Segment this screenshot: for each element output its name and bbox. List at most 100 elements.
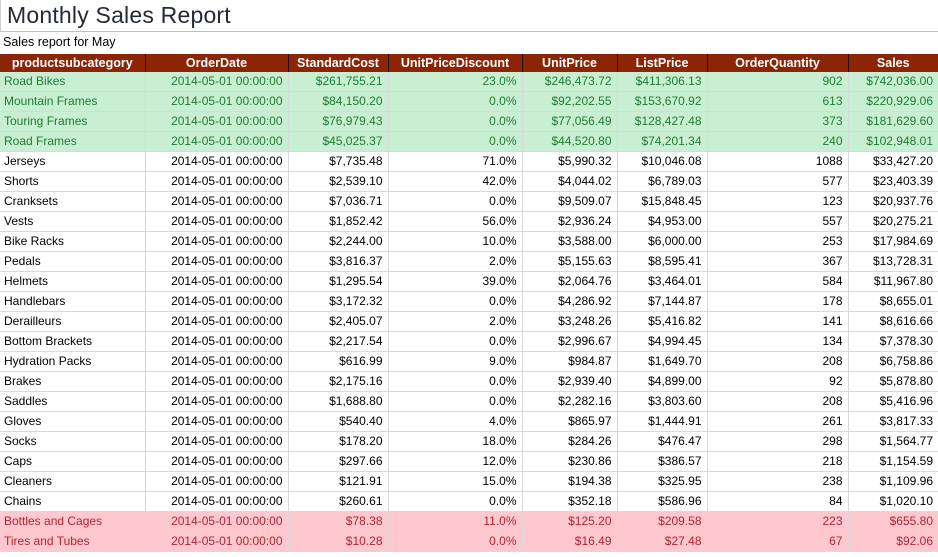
- cell-orderdate[interactable]: 2014-05-01 00:00:00: [145, 371, 289, 392]
- cell-sales[interactable]: $20,937.76: [848, 191, 938, 212]
- cell-orderquantity[interactable]: 1088: [707, 151, 849, 172]
- cell-listprice[interactable]: $1,444.91: [617, 411, 708, 432]
- cell-standardcost[interactable]: $3,816.37: [288, 251, 389, 272]
- cell-sales[interactable]: $20,275.21: [848, 211, 938, 232]
- cell-productsubcategory[interactable]: Pedals: [0, 251, 146, 272]
- cell-standardcost[interactable]: $78.38: [288, 511, 389, 532]
- cell-unitprice[interactable]: $4,044.02: [522, 171, 618, 192]
- cell-sales[interactable]: $1,154.59: [848, 451, 938, 472]
- cell-listprice[interactable]: $586.96: [617, 491, 708, 512]
- cell-unitprice[interactable]: $3,588.00: [522, 231, 618, 252]
- cell-sales[interactable]: $220,929.06: [848, 91, 938, 112]
- column-header-unitprice[interactable]: UnitPrice: [522, 54, 618, 72]
- cell-productsubcategory[interactable]: Mountain Frames: [0, 91, 146, 112]
- cell-sales[interactable]: $33,427.20: [848, 151, 938, 172]
- cell-orderdate[interactable]: 2014-05-01 00:00:00: [145, 191, 289, 212]
- cell-standardcost[interactable]: $3,172.32: [288, 291, 389, 312]
- cell-unitpricediscount[interactable]: 39.0%: [388, 271, 523, 292]
- cell-unitprice[interactable]: $352.18: [522, 491, 618, 512]
- cell-unitpricediscount[interactable]: 0.0%: [388, 491, 523, 512]
- cell-orderquantity[interactable]: 218: [707, 451, 849, 472]
- cell-productsubcategory[interactable]: Handlebars: [0, 291, 146, 312]
- cell-unitpricediscount[interactable]: 56.0%: [388, 211, 523, 232]
- cell-unitprice[interactable]: $865.97: [522, 411, 618, 432]
- cell-standardcost[interactable]: $540.40: [288, 411, 389, 432]
- cell-orderquantity[interactable]: 84: [707, 491, 849, 512]
- cell-sales[interactable]: $11,967.80: [848, 271, 938, 292]
- cell-listprice[interactable]: $476.47: [617, 431, 708, 452]
- cell-sales[interactable]: $23,403.39: [848, 171, 938, 192]
- column-header-sales[interactable]: Sales: [848, 54, 938, 72]
- cell-sales[interactable]: $8,616.66: [848, 311, 938, 332]
- cell-unitprice[interactable]: $984.87: [522, 351, 618, 372]
- cell-productsubcategory[interactable]: Brakes: [0, 371, 146, 392]
- cell-sales[interactable]: $17,984.69: [848, 231, 938, 252]
- cell-productsubcategory[interactable]: Bottom Brackets: [0, 331, 146, 352]
- cell-unitprice[interactable]: $77,056.49: [522, 111, 618, 132]
- cell-unitpricediscount[interactable]: 0.0%: [388, 391, 523, 412]
- cell-standardcost[interactable]: $10.28: [288, 531, 389, 552]
- cell-sales[interactable]: $3,817.33: [848, 411, 938, 432]
- cell-orderquantity[interactable]: 367: [707, 251, 849, 272]
- column-header-listprice[interactable]: ListPrice: [617, 54, 708, 72]
- cell-unitprice[interactable]: $2,996.67: [522, 331, 618, 352]
- cell-orderquantity[interactable]: 902: [707, 72, 849, 92]
- cell-productsubcategory[interactable]: Vests: [0, 211, 146, 232]
- cell-listprice[interactable]: $3,464.01: [617, 271, 708, 292]
- cell-orderquantity[interactable]: 178: [707, 291, 849, 312]
- column-header-standardcost[interactable]: StandardCost: [288, 54, 389, 72]
- cell-orderquantity[interactable]: 253: [707, 231, 849, 252]
- cell-listprice[interactable]: $4,994.45: [617, 331, 708, 352]
- cell-orderdate[interactable]: 2014-05-01 00:00:00: [145, 211, 289, 232]
- cell-standardcost[interactable]: $7,735.48: [288, 151, 389, 172]
- cell-unitpricediscount[interactable]: 18.0%: [388, 431, 523, 452]
- cell-unitprice[interactable]: $284.26: [522, 431, 618, 452]
- cell-unitprice[interactable]: $9,509.07: [522, 191, 618, 212]
- cell-sales[interactable]: $5,416.96: [848, 391, 938, 412]
- cell-orderdate[interactable]: 2014-05-01 00:00:00: [145, 72, 289, 92]
- cell-unitprice[interactable]: $16.49: [522, 531, 618, 552]
- cell-productsubcategory[interactable]: Caps: [0, 451, 146, 472]
- cell-listprice[interactable]: $6,000.00: [617, 231, 708, 252]
- cell-listprice[interactable]: $27.48: [617, 531, 708, 552]
- cell-orderdate[interactable]: 2014-05-01 00:00:00: [145, 311, 289, 332]
- cell-listprice[interactable]: $1,649.70: [617, 351, 708, 372]
- cell-standardcost[interactable]: $616.99: [288, 351, 389, 372]
- cell-standardcost[interactable]: $1,688.80: [288, 391, 389, 412]
- cell-productsubcategory[interactable]: Socks: [0, 431, 146, 452]
- column-header-orderdate[interactable]: OrderDate: [145, 54, 289, 72]
- cell-orderdate[interactable]: 2014-05-01 00:00:00: [145, 131, 289, 152]
- cell-standardcost[interactable]: $76,979.43: [288, 111, 389, 132]
- cell-productsubcategory[interactable]: Cranksets: [0, 191, 146, 212]
- cell-orderquantity[interactable]: 261: [707, 411, 849, 432]
- cell-productsubcategory[interactable]: Cleaners: [0, 471, 146, 492]
- cell-orderquantity[interactable]: 134: [707, 331, 849, 352]
- cell-unitpricediscount[interactable]: 71.0%: [388, 151, 523, 172]
- cell-standardcost[interactable]: $2,175.16: [288, 371, 389, 392]
- cell-listprice[interactable]: $3,803.60: [617, 391, 708, 412]
- cell-orderdate[interactable]: 2014-05-01 00:00:00: [145, 431, 289, 452]
- cell-sales[interactable]: $8,655.01: [848, 291, 938, 312]
- cell-sales[interactable]: $1,020.10: [848, 491, 938, 512]
- cell-unitpricediscount[interactable]: 4.0%: [388, 411, 523, 432]
- cell-unitpricediscount[interactable]: 0.0%: [388, 191, 523, 212]
- cell-orderdate[interactable]: 2014-05-01 00:00:00: [145, 491, 289, 512]
- cell-unitpricediscount[interactable]: 0.0%: [388, 131, 523, 152]
- cell-unitpricediscount[interactable]: 0.0%: [388, 91, 523, 112]
- cell-unitprice[interactable]: $2,936.24: [522, 211, 618, 232]
- cell-sales[interactable]: $102,948.01: [848, 131, 938, 152]
- cell-listprice[interactable]: $5,416.82: [617, 311, 708, 332]
- cell-orderquantity[interactable]: 67: [707, 531, 849, 552]
- cell-standardcost[interactable]: $2,217.54: [288, 331, 389, 352]
- cell-standardcost[interactable]: $7,036.71: [288, 191, 389, 212]
- cell-orderdate[interactable]: 2014-05-01 00:00:00: [145, 351, 289, 372]
- cell-unitprice[interactable]: $4,286.92: [522, 291, 618, 312]
- cell-orderdate[interactable]: 2014-05-01 00:00:00: [145, 251, 289, 272]
- cell-unitpricediscount[interactable]: 9.0%: [388, 351, 523, 372]
- cell-orderquantity[interactable]: 240: [707, 131, 849, 152]
- cell-productsubcategory[interactable]: Saddles: [0, 391, 146, 412]
- cell-orderdate[interactable]: 2014-05-01 00:00:00: [145, 511, 289, 532]
- cell-listprice[interactable]: $209.58: [617, 511, 708, 532]
- cell-unitprice[interactable]: $2,064.76: [522, 271, 618, 292]
- cell-orderquantity[interactable]: 208: [707, 391, 849, 412]
